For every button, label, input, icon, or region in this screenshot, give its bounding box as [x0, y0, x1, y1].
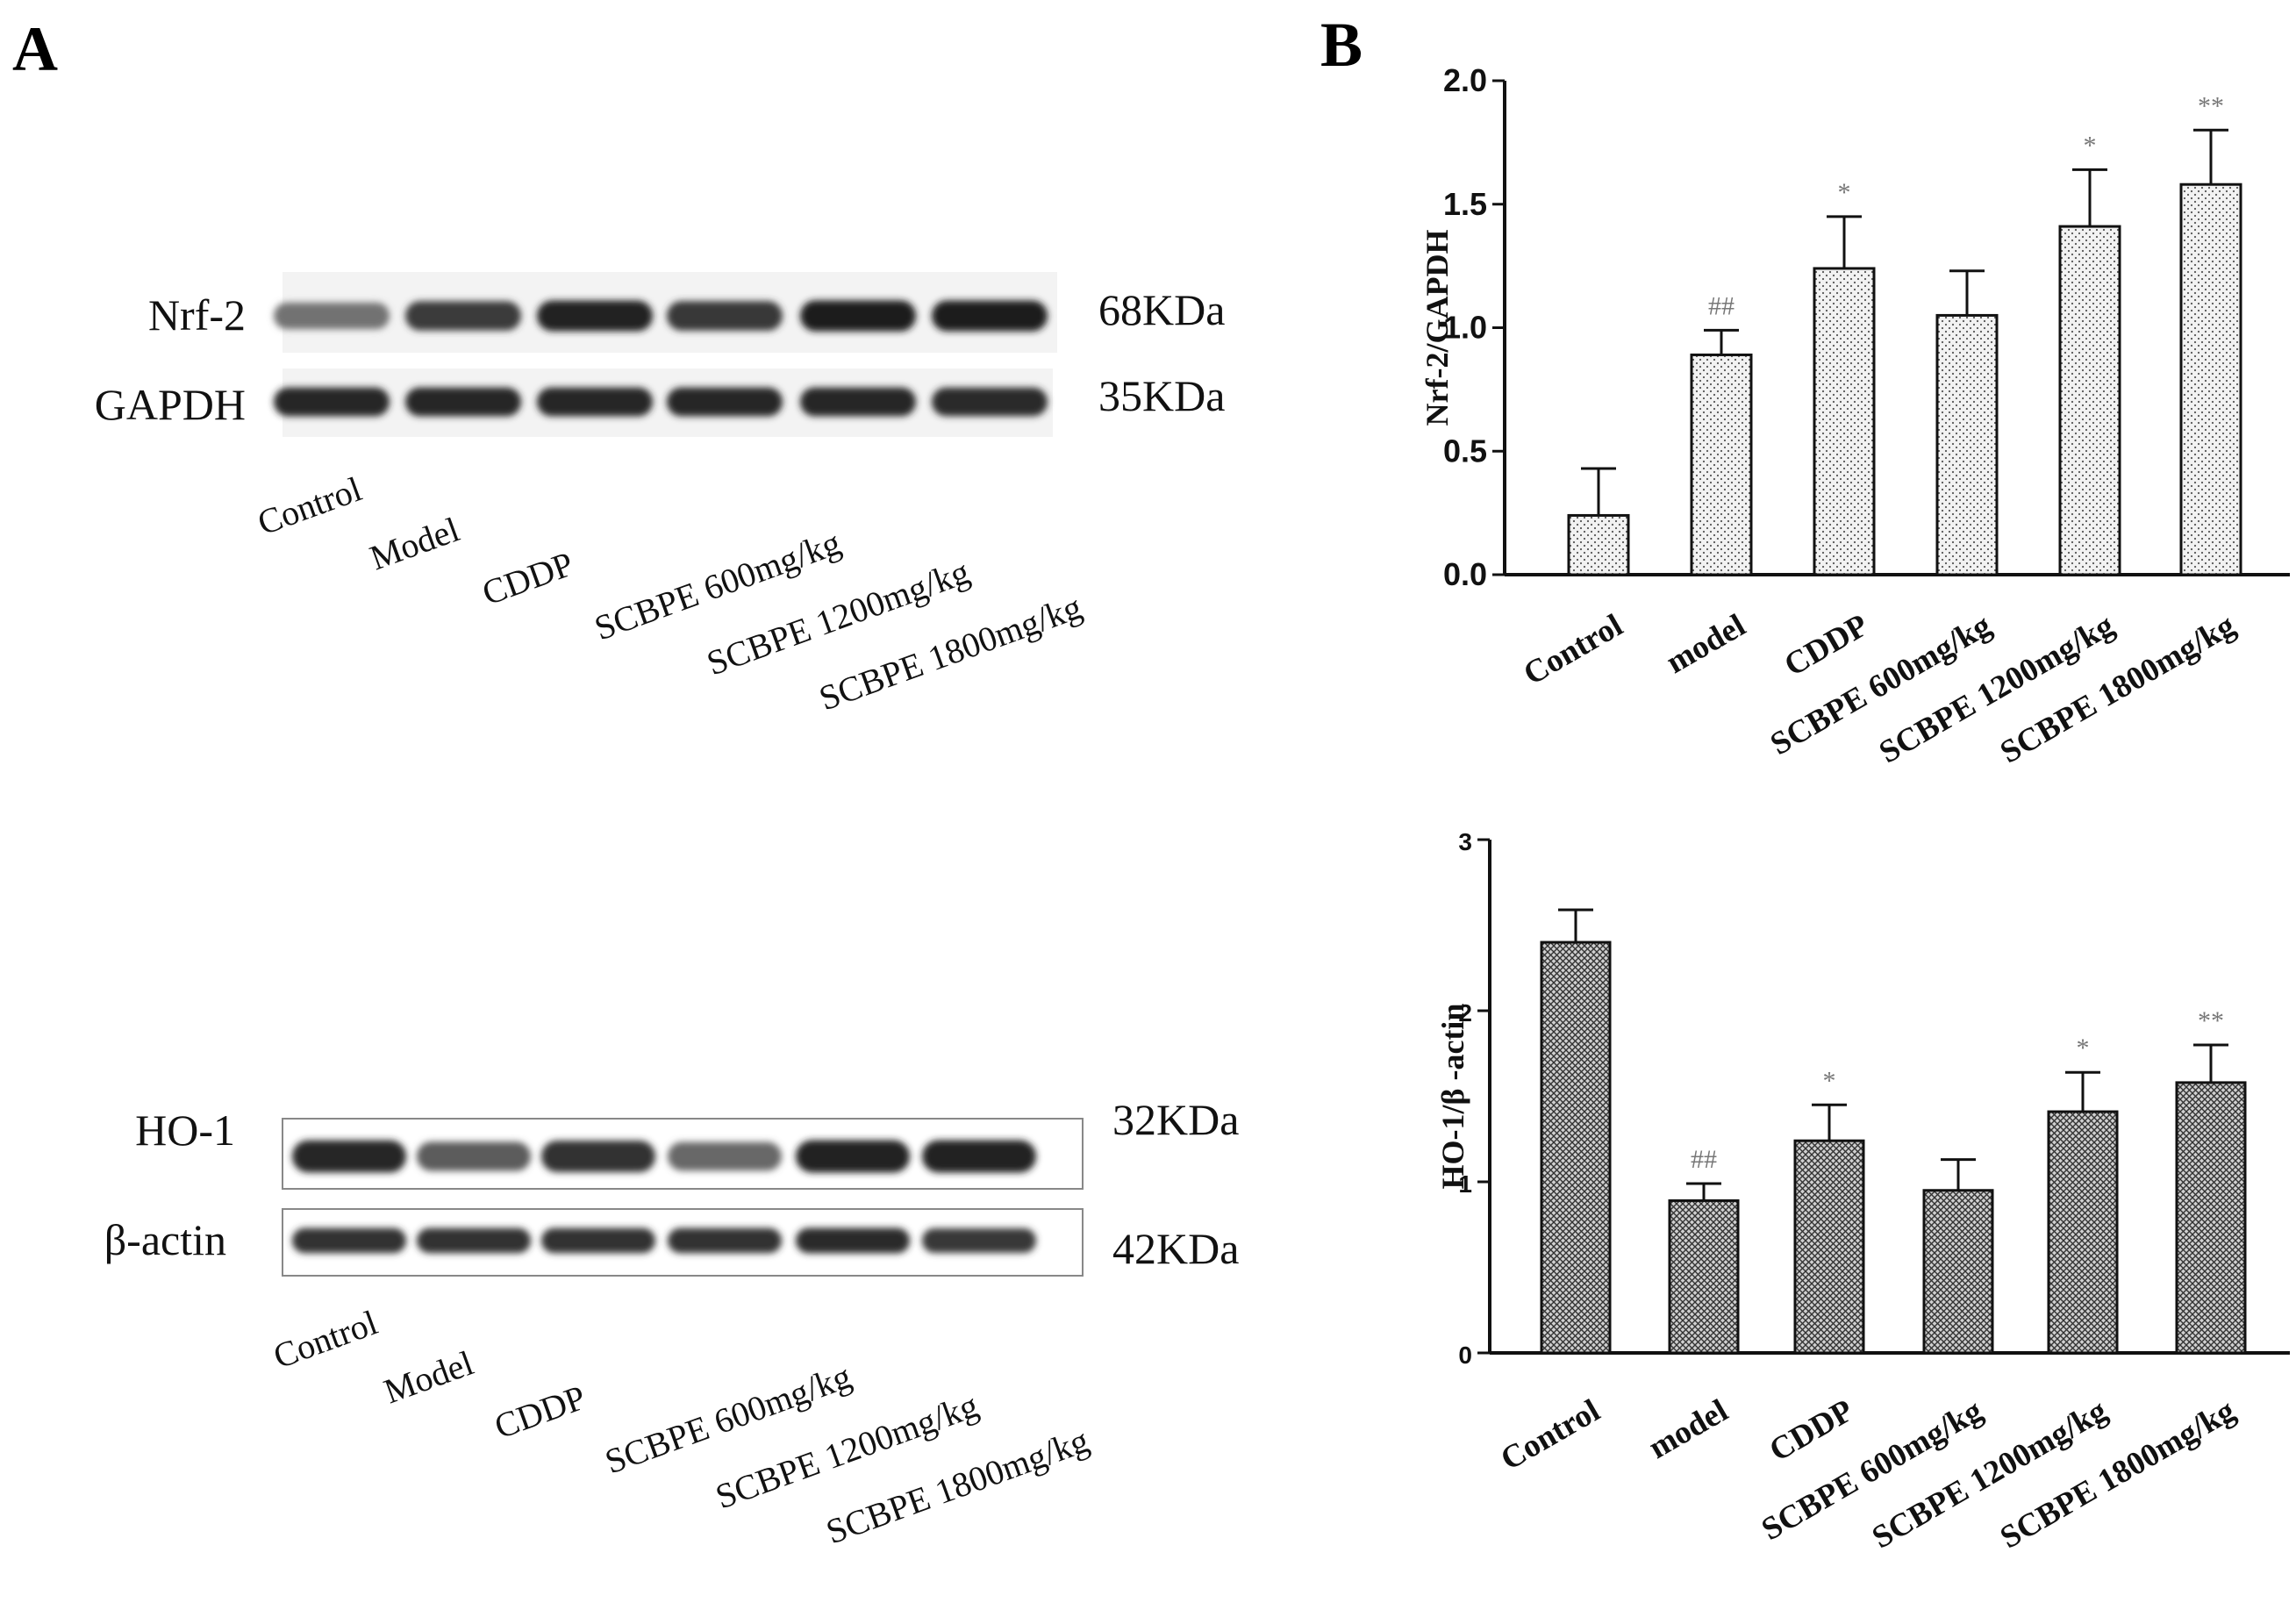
blot-band: [405, 301, 521, 331]
y-tick-label: 0: [1458, 1342, 1472, 1369]
blot-band: [405, 387, 521, 417]
x-tick-label: model: [1642, 1392, 1734, 1466]
blot-bands: [274, 272, 1057, 437]
blot-band: [541, 1140, 655, 1173]
bar: [1668, 1198, 1740, 1355]
panel-label-b: B: [1320, 10, 1363, 80]
blot-protein-label: Nrf-2: [148, 290, 246, 340]
blot-size-label: 32KDa: [1112, 1095, 1239, 1144]
y-tick-label: 0.0: [1443, 556, 1487, 592]
bar: [1540, 941, 1612, 1355]
y-tick-label: 0.5: [1443, 433, 1487, 469]
blot-lane-label: Model: [365, 509, 465, 577]
bar: [1793, 1139, 1865, 1355]
significance-label: **: [2198, 91, 2224, 120]
blot-protein-label: β-actin: [104, 1215, 226, 1264]
significance-label: **: [2198, 1006, 2224, 1035]
y-tick-label: 3: [1458, 828, 1472, 855]
blot-band: [796, 1140, 910, 1173]
blot-band: [274, 302, 390, 330]
significance-label: ##: [1691, 1145, 1717, 1174]
significance-label: ##: [1708, 291, 1735, 320]
blot-size-label: 42KDa: [1112, 1224, 1239, 1273]
blot-band: [292, 1140, 406, 1173]
bar-chart-nrf2: 0.0 0.5 1.0 1.5 2.0 Nrf-2/GAPDH Control ## model…: [1420, 62, 2290, 770]
bar: [1935, 313, 1999, 576]
blot-band: [668, 1227, 782, 1254]
blot-lane-label: CDDP: [477, 544, 579, 613]
blot-band: [800, 300, 916, 332]
blot-band: [292, 1227, 406, 1254]
blot-band: [541, 1227, 655, 1254]
x-tick-label: SCBPE 1200mg/kg: [1866, 1392, 2114, 1556]
western-blot-ho1: HO-1 32KDa β-actin 42KDa ControlModelCDD…: [104, 1095, 1240, 1551]
y-tick-label: 1: [1458, 1170, 1472, 1198]
significance-label: *: [1838, 178, 1851, 207]
blot-band: [668, 1141, 782, 1171]
blot-size-label: 68KDa: [1098, 285, 1225, 334]
blot-band: [796, 1227, 910, 1254]
bar: [2179, 182, 2242, 576]
bar: [1922, 1189, 1994, 1355]
y-tick-label: 1.5: [1443, 186, 1487, 222]
blot-protein-label: GAPDH: [95, 380, 246, 429]
blot-band: [922, 1140, 1036, 1173]
significance-label: *: [2077, 1034, 2090, 1062]
blot-band: [932, 387, 1048, 417]
y-tick-label: 2: [1458, 999, 1472, 1027]
bar: [1690, 353, 1753, 576]
x-tick-label: Control: [1495, 1392, 1606, 1477]
blot-protein-label: HO-1: [135, 1105, 235, 1155]
y-axis-label: Nrf-2/GAPDH: [1420, 230, 1455, 426]
y-tick-label: 1.0: [1443, 310, 1487, 346]
blot-frame: [282, 1208, 1084, 1277]
blot-lane-label: CDDP: [490, 1377, 591, 1447]
significance-label: *: [2084, 131, 2097, 160]
blot-bands: [292, 1140, 1036, 1254]
x-tick-label: model: [1660, 607, 1751, 681]
blot-band: [932, 300, 1048, 332]
blot-size-label: 35KDa: [1098, 371, 1225, 420]
blot-band: [274, 387, 390, 417]
blot-band: [922, 1227, 1036, 1254]
blot-frame: [282, 1118, 1084, 1190]
bar: [1813, 267, 1876, 576]
blot-lane-label: Model: [379, 1342, 479, 1411]
y-tick-label: 2.0: [1443, 62, 1487, 98]
blot-band: [417, 1141, 531, 1171]
bar: [2175, 1081, 2247, 1355]
bar: [2058, 225, 2121, 576]
bar: [1567, 513, 1630, 576]
x-tick-label: CDDP: [1763, 1392, 1859, 1469]
x-tick-label: CDDP: [1778, 607, 1874, 683]
western-blot-nrf2: Nrf-2 68KDa GAPDH 35KDa ControlModelCDDP…: [95, 272, 1225, 718]
panel-label-a: A: [12, 14, 58, 84]
blot-lane-label: Control: [253, 469, 367, 542]
blot-band: [417, 1227, 531, 1254]
bar: [2047, 1110, 2119, 1355]
blot-band: [667, 301, 783, 331]
blot-band: [537, 300, 653, 332]
blot-band: [537, 387, 653, 417]
blot-band: [800, 387, 916, 417]
x-tick-label: SCBPE 1800mg/kg: [1994, 1392, 2242, 1556]
x-tick-label: Control: [1518, 607, 1629, 692]
blot-lane-label: Control: [268, 1302, 383, 1376]
blot-band: [667, 387, 783, 417]
y-axis-label: HO-1/β -actin: [1435, 1004, 1470, 1190]
significance-label: *: [1823, 1066, 1836, 1095]
